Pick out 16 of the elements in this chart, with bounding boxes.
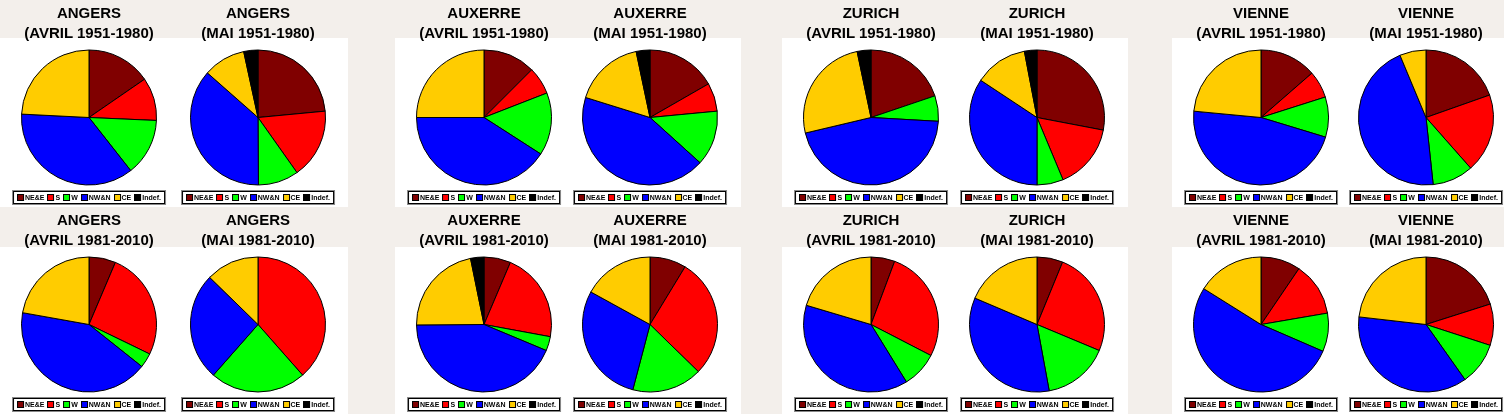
- chart-title: ZURICH (MAI 1981-2010): [980, 211, 1094, 248]
- chart-title: ZURICH (AVRIL 1951-1980): [806, 4, 936, 41]
- chart-title: VIENNE (AVRIL 1981-2010): [1196, 211, 1326, 248]
- chart-title: AUXERRE (MAI 1981-2010): [593, 211, 707, 248]
- chart-title: ZURICH (MAI 1951-1980): [980, 4, 1094, 41]
- chart-title: ANGERS (MAI 1981-2010): [201, 211, 315, 248]
- chart-title: AUXERRE (AVRIL 1951-1980): [419, 4, 549, 41]
- chart-title: VIENNE (AVRIL 1951-1980): [1196, 4, 1326, 41]
- chart-title: ANGERS (AVRIL 1951-1980): [24, 4, 154, 41]
- chart-title: ANGERS (AVRIL 1981-2010): [24, 211, 154, 248]
- chart-title: AUXERRE (MAI 1951-1980): [593, 4, 707, 41]
- chart-title: VIENNE (MAI 1951-1980): [1369, 4, 1483, 41]
- chart-title: AUXERRE (AVRIL 1981-2010): [419, 211, 549, 248]
- chart-title: ANGERS (MAI 1951-1980): [201, 4, 315, 41]
- chart-title: ZURICH (AVRIL 1981-2010): [806, 211, 936, 248]
- chart-title: VIENNE (MAI 1981-2010): [1369, 211, 1483, 248]
